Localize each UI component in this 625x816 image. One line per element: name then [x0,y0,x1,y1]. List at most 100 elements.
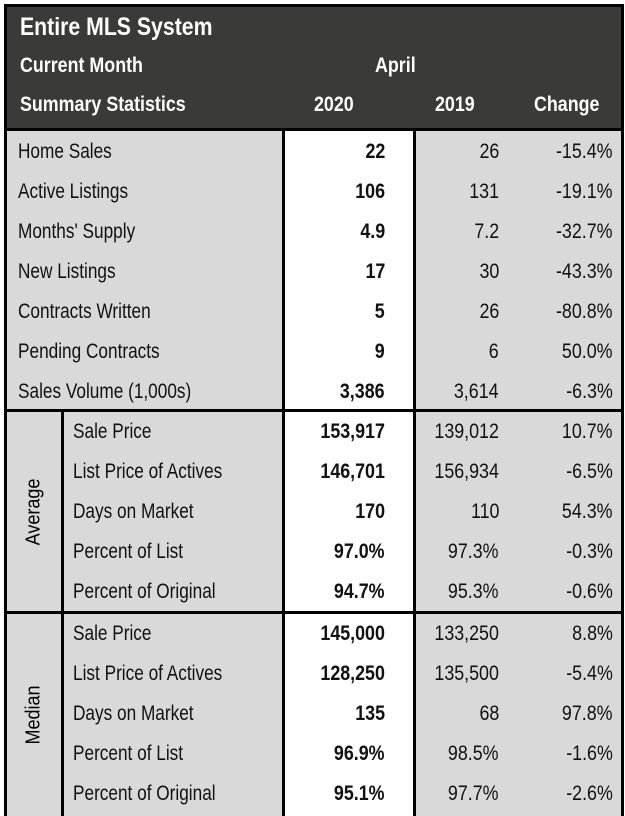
current-month-label: Current Month [20,54,143,77]
value-2020: 22 [365,140,385,163]
column-2020-highlight [282,614,416,816]
value-change: -2.6% [566,782,613,805]
row-label: Active Listings [18,180,129,203]
value-2019: 131 [469,180,499,203]
value-2019: 26 [479,300,499,323]
value-2019: 6 [489,340,499,363]
value-2019: 30 [479,260,499,283]
value-2020: 3,386 [340,380,385,403]
value-change: 97.8% [562,702,613,725]
row-label: Home Sales [18,140,112,163]
value-2019: 97.7% [448,782,499,805]
row-label: Pending Contracts [18,340,160,363]
value-change: 10.7% [562,420,613,443]
table-row: Pending Contracts 9 6 50.0% [7,332,621,372]
median-section: Median Sale Price 145,000 133,250 8.8% L… [7,611,621,816]
table-title: Entire MLS System [20,13,213,41]
value-2020: 96.9% [334,742,385,765]
value-2020: 9 [375,340,385,363]
value-2019: 26 [479,140,499,163]
table-row: Sale Price 145,000 133,250 8.8% [7,614,621,654]
value-2019: 139,012 [434,420,499,443]
value-2020: 135 [355,702,385,725]
median-sidebar: Median [7,614,64,816]
column-2020-highlight [282,131,416,409]
row-label: Days on Market [73,500,194,523]
value-change: -0.3% [566,540,613,563]
value-2020: 128,250 [320,662,385,685]
row-label: Contracts Written [18,300,151,323]
table-row: List Price of Actives 146,701 156,934 -6… [7,452,621,492]
row-label: List Price of Actives [73,460,223,483]
value-2019: 7.2 [474,220,499,243]
value-2020: 153,917 [320,420,385,443]
value-2019: 98.5% [448,742,499,765]
row-label: Sales Volume (1,000s) [18,380,192,403]
table-row: Percent of List 96.9% 98.5% -1.6% [7,734,621,774]
row-label: Sale Price [73,420,152,443]
value-2020: 5 [375,300,385,323]
mls-summary-table: Entire MLS System Current Month April Su… [4,4,624,816]
value-change: 50.0% [562,340,613,363]
average-sidebar: Average [7,412,64,611]
value-2019: 68 [479,702,499,725]
value-2019: 3,614 [454,380,499,403]
column-header-2019: 2019 [435,93,475,116]
value-2020: 94.7% [334,580,385,603]
table-row: Active Listings 106 131 -19.1% [7,172,621,212]
value-change: -19.1% [556,180,613,203]
value-2019: 133,250 [434,622,499,645]
column-header-2020: 2020 [314,93,354,116]
value-change: -1.6% [566,742,613,765]
row-label: Percent of Original [73,782,216,805]
value-change: 8.8% [572,622,613,645]
value-change: -0.6% [566,580,613,603]
value-2020: 95.1% [334,782,385,805]
table-header: Entire MLS System Current Month April Su… [7,7,621,128]
value-2020: 4.9 [360,220,385,243]
value-change: 54.3% [562,500,613,523]
value-2020: 106 [355,180,385,203]
row-label: Percent of Original [73,580,216,603]
value-change: -15.4% [556,140,613,163]
row-label: Months' Supply [18,220,136,243]
value-change: -5.4% [566,662,613,685]
column-2020-highlight [282,412,416,611]
value-2020: 145,000 [320,622,385,645]
table-row: Sale Price 153,917 139,012 10.7% [7,412,621,452]
value-2020: 170 [355,500,385,523]
value-2019: 135,500 [434,662,499,685]
table-row: List Price of Actives 128,250 135,500 -5… [7,654,621,694]
value-2019: 97.3% [448,540,499,563]
value-2019: 95.3% [448,580,499,603]
value-2020: 146,701 [320,460,385,483]
table-row: Percent of Original 94.7% 95.3% -0.6% [7,572,621,612]
table-row: New Listings 17 30 -43.3% [7,252,621,292]
summary-statistics-label: Summary Statistics [20,93,186,116]
row-label: Days on Market [73,702,194,725]
value-2020: 97.0% [334,540,385,563]
table-row: Sales Volume (1,000s) 3,386 3,614 -6.3% [7,372,621,412]
row-label: Percent of List [73,540,184,563]
column-header-change: Change [534,93,600,116]
value-2019: 110 [470,500,499,523]
value-change: -80.8% [556,300,613,323]
table-row: Percent of List 97.0% 97.3% -0.3% [7,532,621,572]
table-row: Home Sales 22 26 -15.4% [7,132,621,172]
value-2020: 17 [365,260,385,283]
row-label: List Price of Actives [73,662,223,685]
value-change: -32.7% [556,220,613,243]
table-row: Days on Market 170 110 54.3% [7,492,621,532]
value-change: -43.3% [556,260,613,283]
table-row: Months' Supply 4.9 7.2 -32.7% [7,212,621,252]
table-row: Days on Market 135 68 97.8% [7,694,621,734]
row-label: Sale Price [73,622,152,645]
table-row: Contracts Written 5 26 -80.8% [7,292,621,332]
table-row: Percent of Original 95.1% 97.7% -2.6% [7,774,621,814]
value-change: -6.5% [566,460,613,483]
row-label: Percent of List [73,742,184,765]
value-change: -6.3% [566,380,613,403]
row-label: New Listings [18,260,116,283]
summary-section: Home Sales 22 26 -15.4% Active Listings … [7,128,621,409]
average-section: Average Sale Price 153,917 139,012 10.7%… [7,409,621,611]
